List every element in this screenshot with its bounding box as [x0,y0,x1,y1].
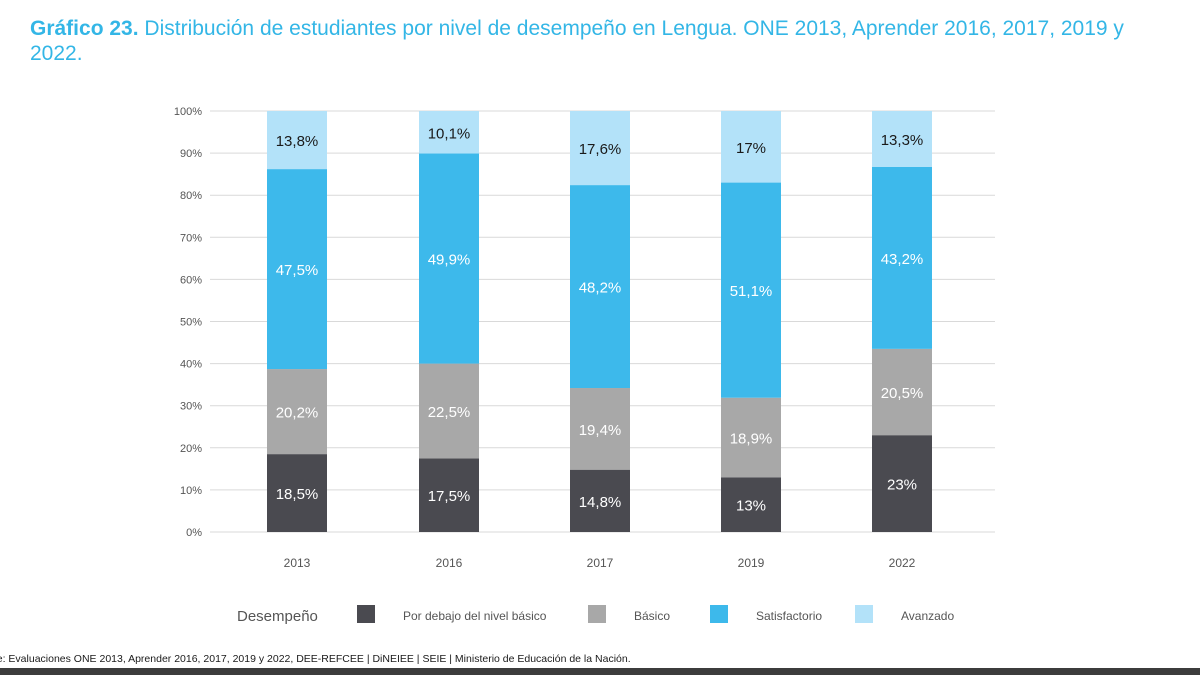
y-tick-label: 90% [180,148,202,160]
data-label: 47,5% [276,262,319,279]
bar-segment [267,369,327,455]
bar-segment [721,397,781,478]
bar-segment [267,454,327,532]
legend-swatch [710,605,728,623]
bar-segment [872,111,932,167]
bar-segment [570,185,630,389]
data-label: 49,9% [428,252,471,269]
y-tick-label: 40% [180,359,202,371]
legend-swatch [855,605,873,623]
stacked-bar-chart: 0% 10% 20% 30% 40% 50% 60% 70% 80% 90% 100% 18,5% 20… [174,106,995,625]
data-label: 43,2% [881,251,924,268]
bar-segment [872,435,932,532]
data-label: 17% [736,140,766,157]
chart-title: Gráfico 23. Distribución de estudiantes … [30,16,1150,66]
bar-segment [267,169,327,370]
bottom-bar [0,668,1200,675]
data-label: 14,8% [579,494,622,511]
chart-title-number: Gráfico 23. [30,17,139,40]
bar-segment [267,111,327,170]
bar-segment [721,111,781,183]
x-tick-label: 2013 [284,556,311,570]
data-label: 13,8% [276,133,319,150]
legend-label: Básico [634,609,670,623]
bar-segment [419,363,479,459]
x-tick-label: 2017 [587,556,614,570]
data-label: 22,5% [428,404,471,421]
data-label: 17,6% [579,141,622,158]
bar-segment [570,111,630,186]
data-label: 18,9% [730,430,773,447]
bar-segment [419,111,479,154]
legend-label: Satisfactorio [756,609,822,623]
source-note: nte: Evaluaciones ONE 2013, Aprender 201… [0,653,631,665]
legend-title: Desempeño [237,608,318,625]
legend-swatch [588,605,606,623]
data-label: 51,1% [730,283,773,300]
bar-segment [872,166,932,349]
x-tick-label: 2019 [738,556,765,570]
data-label: 20,5% [881,385,924,402]
y-tick-label: 70% [180,232,202,244]
bar-segment [721,182,781,398]
data-label: 23% [887,477,917,494]
data-label: 10,1% [428,125,471,142]
bar-segment [419,458,479,532]
y-tick-label: 100% [174,106,202,118]
data-label: 13,3% [881,132,924,149]
x-tick-label: 2016 [436,556,463,570]
y-tick-label: 60% [180,274,202,286]
data-label: 48,2% [579,280,622,297]
bar-segment [721,477,781,532]
y-tick-label: 10% [180,485,202,497]
data-label: 13% [736,498,766,515]
data-label: 18,5% [276,486,319,503]
legend-swatch [357,605,375,623]
data-label: 17,5% [428,488,471,505]
bar-segment [872,348,932,436]
data-label: 19,4% [579,422,622,439]
data-label: 20,2% [276,405,319,422]
y-tick-label: 80% [180,190,202,202]
y-tick-label: 20% [180,443,202,455]
bar-segment [570,469,630,532]
legend-label: Avanzado [901,609,954,623]
legend-label: Por debajo del nivel básico [403,609,547,623]
chart-title-text: Distribución de estudiantes por nivel de… [30,17,1124,65]
y-tick-label: 0% [186,527,202,539]
bar-segment [419,153,479,364]
y-tick-label: 50% [180,317,202,329]
y-tick-label: 30% [180,401,202,413]
bar-segment [570,388,630,470]
x-tick-label: 2022 [889,556,916,570]
